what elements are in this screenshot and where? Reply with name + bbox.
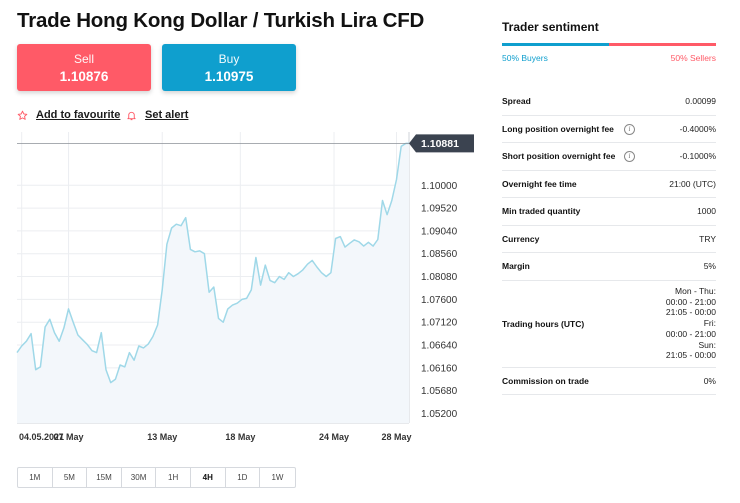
x-tick-label: 07 May <box>54 432 84 442</box>
detail-value: 21:00 (UTC) <box>669 178 716 189</box>
trading-hours-line: 00:00 - 21:00 <box>665 328 716 339</box>
sentiment-buyers-label: 50% Buyers <box>502 53 548 63</box>
sell-label: Sell <box>73 52 94 66</box>
sell-price: 1.10876 <box>59 69 109 84</box>
y-tick-label: 1.07600 <box>421 295 458 306</box>
page-title: Trade Hong Kong Dollar / Turkish Lira CF… <box>17 9 425 32</box>
current-price-tag <box>409 134 474 153</box>
detail-label: Overnight fee time <box>502 178 577 189</box>
timeframe-1h[interactable]: 1H <box>156 468 191 487</box>
y-tick-label: 1.10000 <box>421 181 458 192</box>
x-tick-label: 18 May <box>225 432 255 442</box>
detail-label: Currency <box>502 233 540 244</box>
detail-row-margin: Margin 5% <box>502 253 716 281</box>
timeframe-selector: 1M 5M 15M 30M 1H 4H 1D 1W <box>17 467 296 488</box>
y-tick-label: 1.09520 <box>421 204 458 215</box>
sentiment-bar <box>502 43 716 46</box>
detail-value: 0% <box>703 375 716 386</box>
x-tick-label: 13 May <box>147 432 177 442</box>
x-tick-label: 24 May <box>319 432 349 442</box>
trading-hours-value: Mon - Thu: 00:00 - 21:00 21:05 - 00:00 F… <box>666 286 716 361</box>
buy-price: 1.10975 <box>204 69 254 84</box>
detail-label: Margin <box>502 261 530 272</box>
info-icon[interactable]: i <box>624 123 635 135</box>
buy-label: Buy <box>218 52 240 66</box>
detail-row-spread: Spread 0.00099 <box>502 88 716 116</box>
y-tick-label: 1.05200 <box>421 409 458 420</box>
y-tick-label: 1.09040 <box>421 226 458 237</box>
timeframe-1m[interactable]: 1M <box>18 468 53 487</box>
y-tick-label: 1.06640 <box>421 341 458 352</box>
detail-row-long-fee: Long position overnight fee i -0.4000% <box>502 116 716 143</box>
buy-button[interactable]: Buy 1.10975 <box>162 44 296 91</box>
detail-label: Spread <box>502 96 531 107</box>
y-tick-label: 1.05680 <box>421 386 458 397</box>
trading-hours-line: Fri: <box>703 318 716 329</box>
sell-button[interactable]: Sell 1.10876 <box>17 44 151 91</box>
timeframe-1d[interactable]: 1D <box>226 468 261 487</box>
y-tick-label: 1.06160 <box>421 363 458 374</box>
sentiment-buyers-fill <box>502 43 609 46</box>
detail-label: Commission on trade <box>502 375 589 386</box>
add-to-favourite-link[interactable]: Add to favourite <box>17 109 120 121</box>
star-icon <box>17 110 28 120</box>
set-alert-label: Set alert <box>145 109 189 121</box>
trading-hours-line: 21:05 - 00:00 <box>665 350 716 361</box>
price-chart[interactable]: 1.10000 1.09520 1.09040 1.08560 1.08080 1.076… <box>0 130 480 450</box>
detail-row-fee-time: Overnight fee time 21:00 (UTC) <box>502 171 716 198</box>
sentiment-sellers-label: 50% Sellers <box>670 53 716 63</box>
detail-value: TRY <box>699 233 716 244</box>
trading-hours-line: 21:05 - 00:00 <box>665 307 716 318</box>
set-alert-link[interactable]: Set alert <box>126 109 188 121</box>
timeframe-5m[interactable]: 5M <box>53 468 88 487</box>
trading-hours-line: Sun: <box>698 339 717 350</box>
detail-label: Min traded quantity <box>502 206 581 217</box>
y-tick-label: 1.08080 <box>421 272 458 283</box>
detail-value: 0.00099 <box>685 96 716 107</box>
x-tick-label: 28 May <box>381 432 411 442</box>
detail-label: Trading hours (UTC) <box>502 318 585 329</box>
detail-value: -0.1000% <box>679 151 716 162</box>
bell-icon <box>127 111 136 120</box>
detail-row-short-fee: Short position overnight fee i -0.1000% <box>502 143 716 171</box>
detail-value: 1000 <box>697 206 716 217</box>
y-tick-label: 1.07120 <box>421 318 458 329</box>
price-line <box>16 142 409 384</box>
sentiment-sellers-fill <box>609 43 716 46</box>
info-icon[interactable]: i <box>624 151 635 163</box>
detail-value: -0.4000% <box>679 123 716 134</box>
y-tick-label: 1.08560 <box>421 249 458 260</box>
detail-row-min-quantity: Min traded quantity 1000 <box>502 198 716 226</box>
timeframe-4h[interactable]: 4H <box>191 468 226 487</box>
timeframe-15m[interactable]: 15M <box>87 468 122 487</box>
sentiment-title: Trader sentiment <box>502 20 599 34</box>
timeframe-1w[interactable]: 1W <box>271 473 284 482</box>
x-tick-label: 04.05.2021 <box>19 432 64 442</box>
trading-hours-line: Mon - Thu: <box>675 286 716 297</box>
add-to-favourite-label: Add to favourite <box>36 109 121 121</box>
current-price-label: 1.10881 <box>421 138 459 150</box>
detail-label: Long position overnight fee <box>502 123 614 134</box>
detail-label: Short position overnight fee <box>502 151 616 162</box>
trading-hours-line: 00:00 - 21:00 <box>665 296 716 307</box>
details-table: Spread 0.00099 Long position overnight f… <box>502 88 716 395</box>
price-area-fill <box>17 143 409 423</box>
detail-row-currency: Currency TRY <box>502 226 716 253</box>
detail-value: 5% <box>703 261 716 272</box>
detail-row-commission: Commission on trade 0% <box>502 368 716 395</box>
timeframe-30m[interactable]: 30M <box>122 468 157 487</box>
detail-row-trading-hours: Trading hours (UTC) Mon - Thu: 00:00 - 2… <box>502 281 716 368</box>
